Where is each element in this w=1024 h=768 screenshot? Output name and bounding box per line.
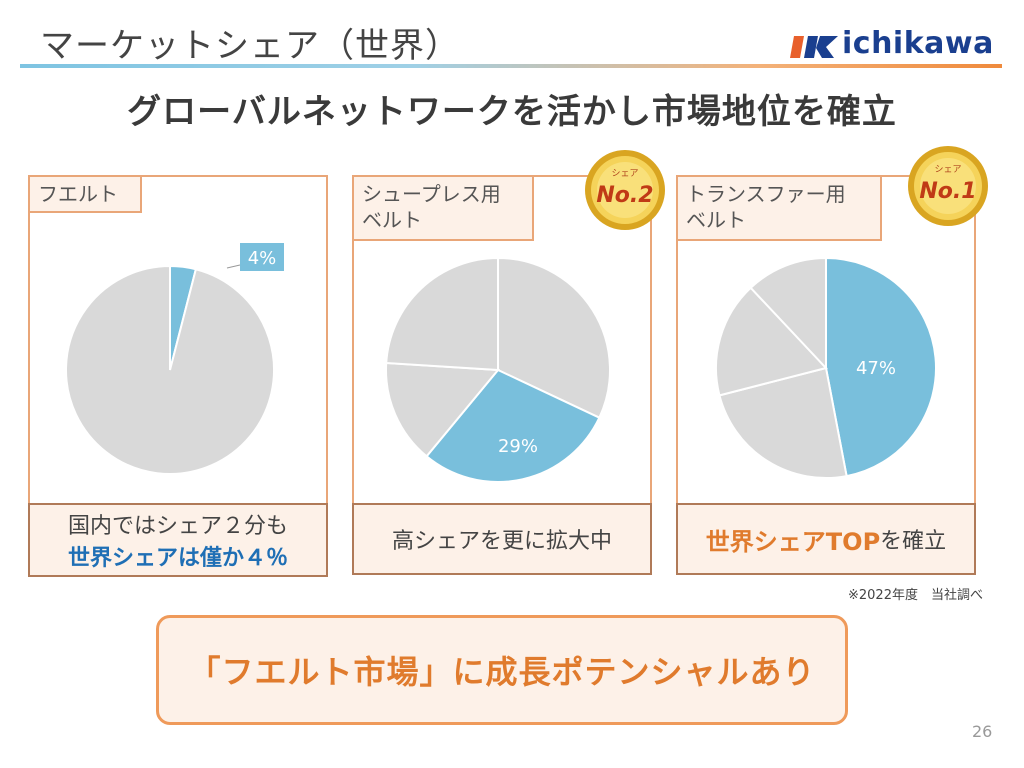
title-underline [20, 64, 1002, 68]
headline: グローバルネットワークを活かし市場地位を確立 [127, 92, 897, 132]
company-logo-text: ichikawa [842, 26, 994, 61]
callout-box: 「フエルト市場」に成長ポテンシャルあり [156, 615, 848, 725]
caption-text: 高シェアを更に拡大中 [391, 529, 612, 554]
pie-slice-1-1 [425, 368, 601, 483]
medal-top-text: シェア [934, 165, 961, 175]
panel-label-transfer: トランスファー用 ベルト [676, 175, 882, 241]
data-label-transfer: 47% [856, 358, 896, 379]
company-logo-icon [790, 36, 838, 58]
caption-accent: 世界シェアTOP [705, 527, 881, 556]
pie-slice-1-0 [497, 256, 611, 420]
leader-line [226, 264, 241, 269]
panel-label-text: フエルト [38, 182, 118, 206]
panel-label-felt: フエルト [28, 175, 142, 213]
panel-label-line-2: ベルト [362, 208, 422, 232]
pie-chart-felt: 4% [65, 243, 284, 475]
data-label-box [240, 243, 284, 271]
data-label-shoe-press: 29% [498, 436, 538, 457]
share-no2-medal-icon: シェア No.2 [585, 150, 665, 230]
data-label-felt: 4% [248, 248, 277, 269]
caption-line-2: 世界シェアは僅か４％ [67, 546, 288, 571]
share-no1-medal-icon: シェア No.1 [908, 146, 988, 226]
pie-slice-0-1 [65, 264, 275, 475]
pie-slice-2-1 [718, 366, 848, 479]
caption-rest: を確立 [880, 529, 947, 554]
page-number: 26 [972, 722, 993, 741]
pie-chart-shoe-press: 29% [385, 256, 611, 483]
callout-text: 「フエルト市場」に成長ポテンシャルあり [188, 653, 816, 691]
panel-label-line-2: ベルト [686, 208, 746, 232]
pie-slice-2-2 [715, 286, 828, 397]
medal-main-text: No.2 [596, 183, 653, 208]
pie-chart-transfer: 47% [715, 256, 937, 479]
caption-line-1: 国内ではシェア２分も [67, 514, 288, 539]
medal-top-text: シェア [611, 169, 638, 179]
medal-main-text: No.1 [919, 179, 976, 204]
pie-slice-1-3 [385, 256, 499, 372]
pie-slice-1-2 [385, 361, 501, 458]
page-title: マーケットシェア（世界） [40, 26, 460, 66]
pie-slice-2-3 [749, 256, 827, 371]
pie-slice-2-0 [825, 256, 937, 478]
panel-label-shoe-press: シュープレス用 ベルト [352, 175, 534, 241]
panel-label-line-1: トランスファー用 [686, 182, 846, 206]
caption-transfer: 世界シェアTOP を確立 [676, 503, 976, 575]
caption-shoe-press: 高シェアを更に拡大中 [352, 503, 652, 575]
caption-felt: 国内ではシェア２分も 世界シェアは僅か４％ [28, 503, 328, 577]
footnote: ※2022年度 当社調べ [848, 588, 983, 603]
panel-label-line-1: シュープレス用 [362, 182, 501, 206]
